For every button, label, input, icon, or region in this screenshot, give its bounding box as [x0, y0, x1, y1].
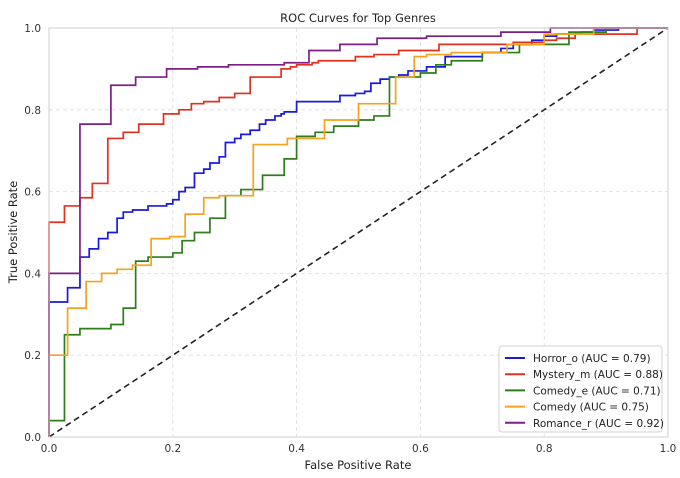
axis-ticks: 0.0 0.2 0.4 0.6 0.8 1.0 0.0 0.2 0.4 0.6 0.8 1.0: [24, 23, 676, 455]
roc-line-2: [48, 27, 668, 437]
y-tick-label: 1.0: [24, 23, 41, 35]
x-axis-label: False Positive Rate: [305, 458, 412, 472]
roc-line-3: [48, 27, 668, 437]
roc-line-4: [48, 27, 668, 437]
x-tick-label: 0.0: [41, 443, 58, 455]
y-tick-label: 0.8: [24, 105, 41, 117]
x-tick-label: 0.4: [288, 443, 305, 455]
roc-line-0: [48, 27, 668, 437]
legend-entry-label: Comedy_e (AUC = 0.71): [533, 385, 661, 397]
legend-entry-label: Romance_r (AUC = 0.92): [533, 418, 664, 430]
roc-series-lines: [48, 27, 668, 437]
plot-frame: [48, 27, 669, 438]
y-tick-label: 0.0: [24, 432, 41, 444]
y-tick-label: 0.6: [24, 187, 41, 199]
baseline-diagonal: [48, 27, 669, 438]
x-tick-label: 1.0: [660, 443, 677, 455]
y-axis-label: True Positive Rate: [6, 181, 20, 284]
legend: Horror_o (AUC = 0.79) Mystery_m (AUC = 0.…: [498, 345, 664, 433]
legend-entry-label: Comedy (AUC = 0.75): [533, 402, 649, 414]
y-tick-label: 0.2: [24, 350, 41, 362]
legend-entry-label: Mystery_m (AUC = 0.88): [533, 369, 663, 381]
x-tick-label: 0.6: [412, 443, 429, 455]
legend-entry-label: Horror_o (AUC = 0.79): [533, 353, 651, 365]
legend-box: [498, 345, 663, 433]
x-tick-label: 0.2: [164, 443, 181, 455]
chart-title: ROC Curves for Top Genres: [280, 11, 436, 25]
y-tick-label: 0.4: [24, 268, 41, 280]
baseline-line: [48, 27, 669, 438]
roc-line-1: [48, 27, 668, 437]
x-tick-label: 0.8: [536, 443, 553, 455]
